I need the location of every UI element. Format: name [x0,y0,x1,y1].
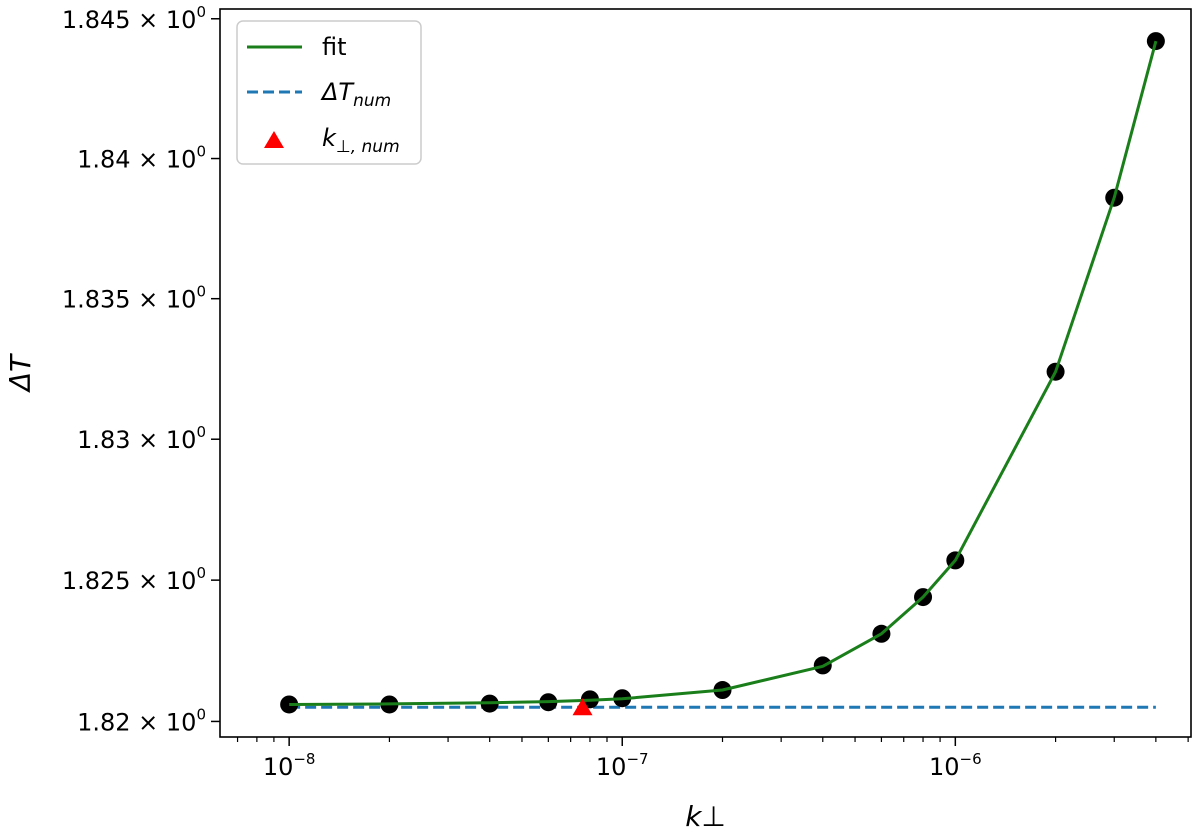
x-minor-ticks [236,737,1189,742]
legend-k-num-label: k⊥, num [322,124,400,157]
y-tick-label-exp: 0 [196,705,206,723]
x-axis-label: k⊥ [685,800,726,833]
legend-k-num-main: k [322,124,337,152]
y-tick-label-mantissa: 1.84 × 10 [77,146,196,174]
x-tick-label-base: 10 [596,753,627,781]
legend-box [236,20,422,165]
series-layer [280,32,1165,716]
x-tick-label: 10−6 [929,750,982,781]
y-tick-label: 1.825 × 100 [62,564,206,595]
k-num-marker [572,698,593,716]
x-tick-label-base: 10 [929,753,960,781]
y-tick-label: 1.83 × 100 [77,423,206,454]
y-tick-label-exp: 0 [196,423,206,441]
y-tick-label-exp: 0 [196,564,206,582]
plot-frame [219,8,1192,738]
legend-delta-t-num-sub: num [353,91,391,111]
y-tick-label-mantissa: 1.82 × 10 [77,708,196,736]
y-tick-label-mantissa: 1.83 × 10 [77,426,196,454]
x-ticks: 10−8 10−7 10−6 [263,737,982,781]
y-tick-label: 1.845 × 100 [62,3,206,34]
legend: fit ΔTnum k⊥, num [236,20,422,165]
y-tick-label: 1.84 × 100 [77,143,206,174]
y-tick-label-exp: 0 [196,3,206,21]
x-tick-label-exp: −6 [960,750,982,768]
y-tick-label: 1.82 × 100 [77,705,206,736]
y-tick-label-mantissa: 1.835 × 10 [62,286,197,314]
data-point [280,695,299,714]
y-tick-label-mantissa: 1.825 × 10 [62,567,197,595]
x-tick-label: 10−8 [263,750,316,781]
x-tick-label-exp: −7 [626,750,648,768]
x-tick-label-base: 10 [263,753,294,781]
x-tick-label: 10−7 [596,750,649,781]
fit-line [289,40,1158,706]
legend-delta-t-num-main: ΔT [320,78,355,106]
y-axis-label: ΔT [4,353,37,393]
y-tick-label: 1.835 × 100 [62,283,206,314]
x-tick-label-exp: −8 [293,750,315,768]
legend-fit-label: fit [322,33,347,61]
legend-k-num-sub: ⊥, num [336,137,400,157]
legend-delta-t-num-label: ΔTnum [320,78,391,111]
y-tick-label-exp: 0 [196,143,206,161]
y-tick-label-exp: 0 [196,283,206,301]
legend-k-num-marker [264,131,284,148]
y-tick-label-mantissa: 1.845 × 10 [62,6,197,34]
